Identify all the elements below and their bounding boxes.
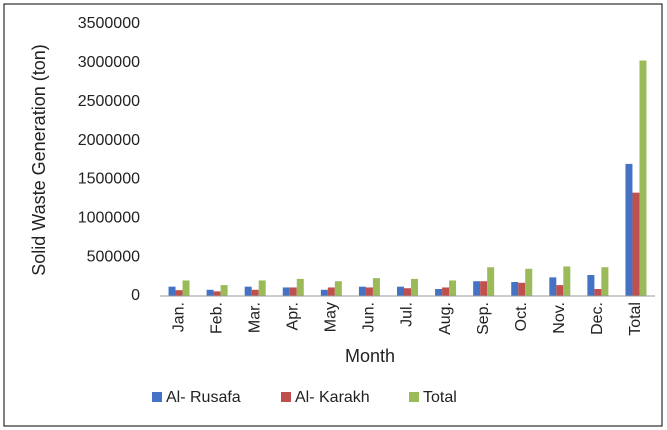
x-tick-label: Jun.: [361, 302, 378, 332]
bar: [487, 267, 495, 296]
bar: [587, 275, 595, 296]
bar: [473, 281, 481, 296]
bar: [525, 268, 533, 296]
x-tick-label: May: [323, 302, 340, 332]
bar: [320, 289, 328, 296]
legend-swatch: [152, 392, 162, 402]
x-tick-label: Jan.: [170, 302, 187, 332]
legend-swatch: [409, 392, 419, 402]
x-axis-title: Month: [345, 346, 395, 366]
bar: [639, 60, 647, 297]
legend-swatch: [281, 392, 291, 402]
bar: [327, 287, 335, 296]
bar: [258, 280, 266, 296]
x-tick-label: Mar.: [246, 302, 263, 333]
y-tick-label: 500000: [87, 248, 140, 265]
bar: [556, 285, 564, 296]
bar: [404, 288, 411, 296]
x-tick-label: Feb.: [208, 302, 225, 334]
bar: [594, 289, 602, 296]
bar: [601, 267, 609, 296]
chart-frame: [3, 3, 663, 427]
bar: [435, 289, 443, 296]
y-axis-title: Solid Waste Generation (ton): [29, 44, 49, 275]
bar: [251, 289, 259, 296]
bar: [289, 287, 297, 296]
bar: [372, 278, 380, 296]
y-tick-label: 1500000: [78, 171, 140, 188]
y-tick-label: 0: [131, 287, 140, 304]
x-tick-label: Sep.: [475, 302, 492, 335]
x-tick-label: Jul.: [399, 302, 416, 327]
bar: [632, 192, 640, 296]
bar: [442, 287, 450, 296]
bar: [213, 291, 221, 296]
x-tick-label: Dec.: [589, 302, 606, 335]
legend-label: Al- Rusafa: [166, 389, 241, 406]
bar: [365, 287, 373, 296]
bar: [220, 285, 228, 296]
bar: [511, 282, 519, 296]
y-tick-label: 2500000: [78, 93, 140, 110]
x-tick-label: Aug.: [437, 302, 454, 335]
bar: [182, 280, 190, 296]
bar: [411, 278, 418, 296]
bar: [206, 289, 214, 296]
y-tick-label: 3500000: [78, 15, 140, 32]
bar: [518, 282, 526, 296]
y-tick-label: 2000000: [78, 132, 140, 149]
bar: [480, 281, 488, 296]
x-tick-label: Total: [627, 302, 644, 336]
x-tick-label: Apr.: [284, 302, 301, 330]
bar: [334, 281, 342, 296]
bar: [296, 278, 304, 296]
bar: [175, 290, 183, 296]
bar: [358, 286, 366, 296]
y-tick-label: 1000000: [78, 210, 140, 227]
bar: [282, 287, 290, 296]
bar: [549, 277, 557, 296]
x-tick-label: Oct.: [513, 302, 530, 331]
bar: [563, 266, 571, 296]
bar: [168, 286, 176, 296]
x-tick-label: Nov.: [551, 302, 568, 334]
legend-label: Al- Karakh: [295, 389, 370, 406]
bar: [244, 286, 252, 296]
bar: [625, 163, 633, 296]
bar: [397, 286, 404, 296]
bar: [449, 280, 457, 296]
legend-label: Total: [423, 389, 457, 406]
y-tick-label: 3000000: [78, 54, 140, 71]
